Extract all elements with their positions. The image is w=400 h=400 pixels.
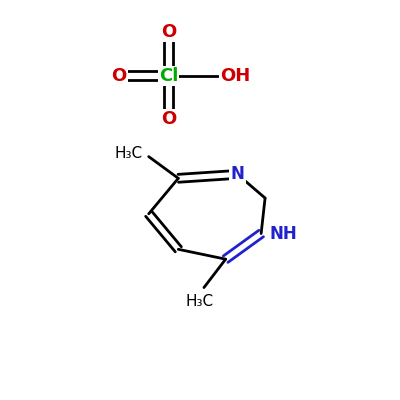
- Text: H₃C: H₃C: [115, 146, 143, 161]
- Text: Cl: Cl: [159, 67, 178, 85]
- Text: OH: OH: [220, 67, 250, 85]
- Text: O: O: [161, 110, 176, 128]
- Text: NH: NH: [269, 224, 297, 242]
- Text: O: O: [112, 67, 127, 85]
- Text: O: O: [161, 23, 176, 41]
- Text: H₃C: H₃C: [186, 294, 214, 309]
- Text: N: N: [230, 165, 244, 183]
